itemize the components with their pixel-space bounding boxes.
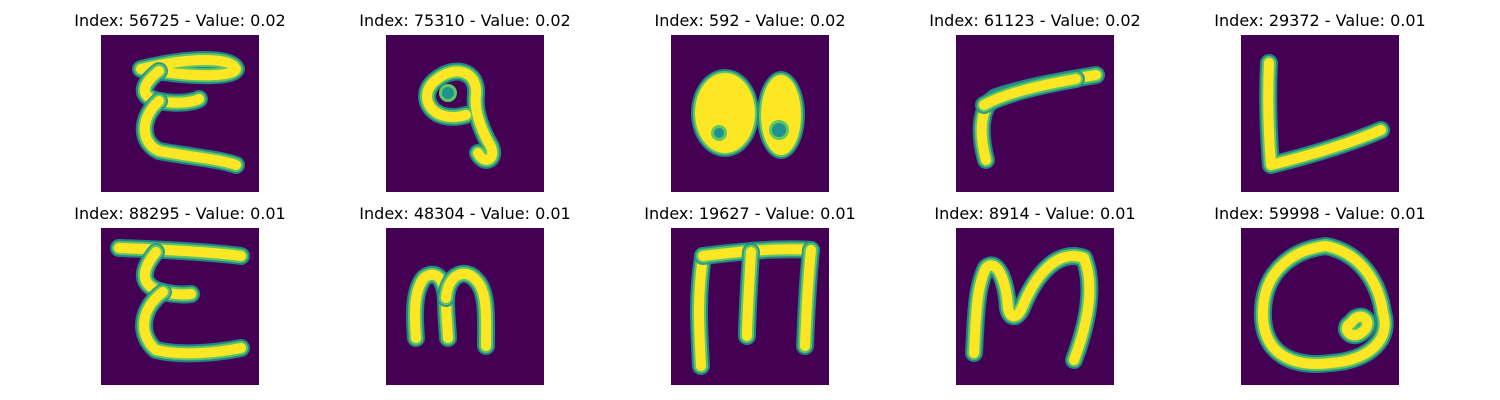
glyph-stroke — [1263, 58, 1386, 170]
glyph-stroke — [694, 251, 708, 371]
glyph-stroke — [979, 74, 1081, 110]
image-panel: Index: 592 - Value: 0.02 — [630, 11, 870, 201]
image-panel: Index: 75310 - Value: 0.02 — [345, 11, 585, 201]
glyph-stroke — [742, 247, 756, 341]
handwritten-glyph-image — [671, 35, 829, 192]
glyph-stroke — [969, 251, 1095, 365]
image-panel: Index: 59998 - Value: 0.01 — [1200, 204, 1440, 394]
glyph-stroke — [136, 55, 241, 81]
panel-title: Index: 75310 - Value: 0.02 — [359, 11, 571, 30]
glyph-stroke — [441, 268, 492, 351]
handwritten-glyph-image — [101, 228, 259, 385]
handwritten-glyph-image — [1241, 35, 1399, 192]
panel-title: Index: 48304 - Value: 0.01 — [359, 204, 571, 223]
glyph-stroke — [1257, 241, 1390, 369]
panel-title: Index: 8914 - Value: 0.01 — [934, 204, 1136, 223]
glyph-blob — [761, 75, 801, 155]
image-panel: Index: 48304 - Value: 0.01 — [345, 204, 585, 394]
handwritten-glyph-image — [956, 35, 1114, 192]
handwritten-glyph-image — [101, 35, 259, 192]
panel-title: Index: 29372 - Value: 0.01 — [1214, 11, 1426, 30]
glyph-stroke — [410, 269, 453, 343]
panel-title: Index: 56725 - Value: 0.02 — [74, 11, 286, 30]
image-panel: Index: 19627 - Value: 0.01 — [630, 204, 870, 394]
panel-title: Index: 88295 - Value: 0.01 — [74, 204, 286, 223]
panel-title: Index: 592 - Value: 0.02 — [654, 11, 846, 30]
image-panel: Index: 29372 - Value: 0.01 — [1200, 11, 1440, 201]
glyph-stroke — [1341, 311, 1373, 341]
glyph-stroke — [800, 245, 816, 351]
handwritten-glyph-image — [671, 228, 829, 385]
glyph-hole — [714, 128, 724, 138]
glyph-stroke — [422, 66, 498, 165]
handwritten-glyph-image — [1241, 228, 1399, 385]
panel-title: Index: 19627 - Value: 0.01 — [644, 204, 856, 223]
glyph-stroke — [139, 96, 241, 170]
glyph-hole — [442, 87, 454, 99]
panel-title: Index: 61123 - Value: 0.02 — [929, 11, 1141, 30]
panel-title: Index: 59998 - Value: 0.01 — [1214, 204, 1426, 223]
handwritten-glyph-image — [956, 228, 1114, 385]
image-panel: Index: 61123 - Value: 0.02 — [915, 11, 1155, 201]
handwritten-glyph-image — [386, 228, 544, 385]
glyph-stroke — [114, 243, 246, 261]
handwritten-glyph-image — [386, 35, 544, 192]
glyph-hole — [772, 123, 786, 137]
image-panel: Index: 8914 - Value: 0.01 — [915, 204, 1155, 394]
glyph-blob — [695, 73, 755, 153]
image-panel: Index: 88295 - Value: 0.01 — [60, 204, 300, 394]
image-panel: Index: 56725 - Value: 0.02 — [60, 11, 300, 201]
glyph-stroke — [139, 287, 246, 359]
